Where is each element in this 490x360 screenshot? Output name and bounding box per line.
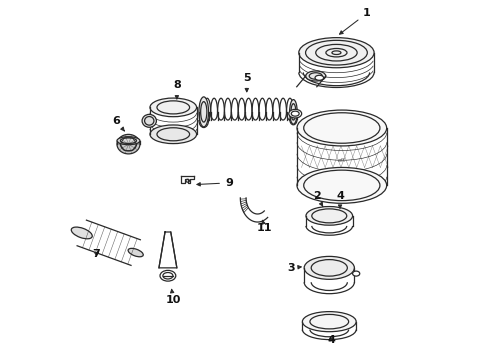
Text: 7: 7	[92, 248, 100, 258]
Ellipse shape	[160, 270, 176, 281]
Ellipse shape	[117, 137, 140, 145]
Ellipse shape	[306, 207, 353, 225]
Ellipse shape	[128, 248, 143, 257]
Text: 4: 4	[327, 334, 335, 345]
Text: 4: 4	[336, 191, 344, 208]
Ellipse shape	[71, 227, 92, 239]
Ellipse shape	[297, 110, 387, 146]
Ellipse shape	[290, 100, 297, 124]
Text: 3: 3	[287, 263, 301, 273]
Ellipse shape	[302, 312, 356, 332]
Ellipse shape	[297, 167, 387, 203]
Text: 10: 10	[166, 289, 181, 305]
Text: 11: 11	[257, 220, 272, 233]
Ellipse shape	[142, 114, 156, 127]
Text: 2: 2	[313, 191, 323, 206]
Text: 9: 9	[197, 178, 233, 188]
Text: 6: 6	[112, 116, 124, 131]
Ellipse shape	[306, 71, 326, 81]
Ellipse shape	[199, 97, 209, 127]
Ellipse shape	[304, 256, 354, 279]
Ellipse shape	[289, 109, 302, 118]
Ellipse shape	[353, 271, 360, 276]
Ellipse shape	[315, 75, 323, 80]
Ellipse shape	[150, 98, 196, 117]
Text: 5: 5	[243, 73, 250, 92]
Text: 8: 8	[173, 80, 181, 99]
Ellipse shape	[117, 134, 140, 154]
Text: 1: 1	[340, 8, 371, 34]
Ellipse shape	[150, 125, 196, 144]
Text: eff.: eff.	[338, 158, 346, 163]
Ellipse shape	[299, 38, 374, 68]
